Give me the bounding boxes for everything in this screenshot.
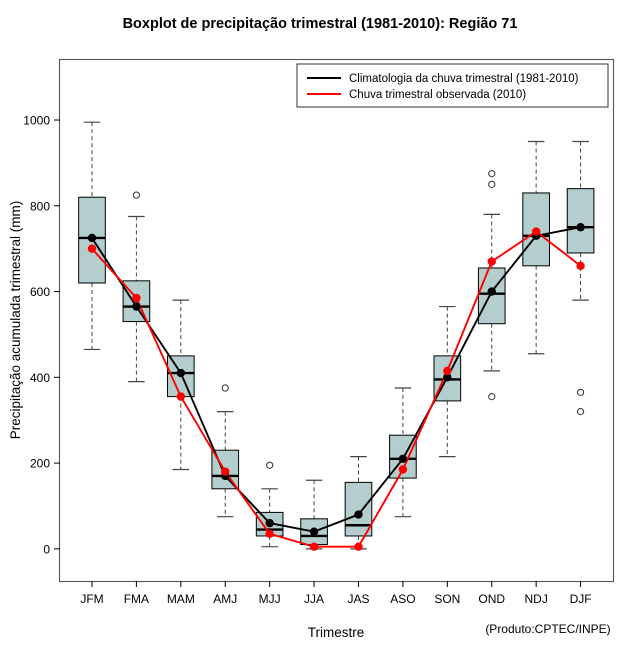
x-tick-label-jfm: JFM xyxy=(80,592,103,606)
data-point-climatology xyxy=(132,302,141,311)
chart-legend: Climatologia da chuva trimestral (1981-2… xyxy=(296,63,609,108)
data-point-climatology xyxy=(87,233,97,243)
x-axis: JFM FMA MAM AMJ MJJ JJA JAS ASO SON OND NDJ DJF xyxy=(80,581,592,606)
data-point-observed xyxy=(487,257,496,266)
x-tick-label-amj: AMJ xyxy=(213,592,237,606)
plot-frame xyxy=(58,58,615,583)
data-point-observed xyxy=(576,261,585,271)
boxplot-aso xyxy=(389,387,417,518)
data-point-observed xyxy=(531,227,541,236)
x-tick-label-aso: ASO xyxy=(390,592,415,606)
boxplot-jja xyxy=(300,479,328,550)
y-tick-label: 600 xyxy=(30,285,50,299)
x-tick-label-mam: MAM xyxy=(167,592,195,606)
data-point-observed xyxy=(87,244,97,253)
legend-label: Climatologia da chuva trimestral (1981-2… xyxy=(349,73,579,85)
data-point-climatology xyxy=(398,454,408,463)
data-point-climatology xyxy=(176,368,186,378)
x-tick-label-ndj: NDJ xyxy=(524,592,547,606)
legend-label: Chuva trimestral observada (2010) xyxy=(349,89,526,101)
data-point-observed xyxy=(265,529,274,539)
series-line-observed xyxy=(91,230,582,548)
y-tick-label: 0 xyxy=(43,542,50,556)
data-point-observed xyxy=(176,392,186,401)
boxplot-son xyxy=(433,305,462,458)
data-point-observed xyxy=(309,542,319,551)
x-tick-label-mjj: MJJ xyxy=(259,592,281,606)
x-tick-label-son: SON xyxy=(434,592,460,606)
y-axis-label: Precipitação acumulada trimestral (mm) xyxy=(8,201,23,440)
y-tick-label: 1000 xyxy=(23,114,50,128)
y-tick-label: 200 xyxy=(30,457,50,471)
data-point-climatology xyxy=(265,518,274,528)
x-tick-label-ond: OND xyxy=(478,592,505,606)
data-point-observed xyxy=(221,467,230,476)
line-series xyxy=(87,223,585,551)
boxplot-mam xyxy=(166,299,195,471)
y-axis: 0 200 400 600 800 1000 xyxy=(23,114,60,556)
data-point-observed xyxy=(398,465,408,474)
data-point-climatology xyxy=(576,223,585,232)
page-title: Boxplot de precipitação trimestral (1981… xyxy=(123,16,518,32)
x-axis-label: Trimestre xyxy=(308,625,365,640)
x-tick-label-jas: JAS xyxy=(347,592,369,606)
boxplot-jas xyxy=(344,456,373,550)
data-point-climatology xyxy=(443,373,452,382)
x-tick-label-fma: FMA xyxy=(124,592,149,606)
data-point-climatology xyxy=(309,527,319,536)
x-tick-label-djf: DJF xyxy=(570,592,592,606)
boxplot-amj xyxy=(211,384,240,518)
boxplot-ond xyxy=(477,170,506,401)
data-point-climatology xyxy=(354,510,363,519)
data-point-observed xyxy=(443,366,452,376)
data-point-observed xyxy=(132,293,141,303)
y-tick-label: 400 xyxy=(30,371,50,385)
y-tick-label: 800 xyxy=(30,199,50,213)
x-tick-label-jja: JJA xyxy=(304,592,324,606)
series-line-climatology xyxy=(91,226,581,533)
boxplot-djf xyxy=(566,140,595,416)
data-point-climatology xyxy=(487,287,496,296)
data-point-observed xyxy=(354,542,363,551)
credit-note: (Produto:CPTEC/INPE) xyxy=(485,622,610,636)
